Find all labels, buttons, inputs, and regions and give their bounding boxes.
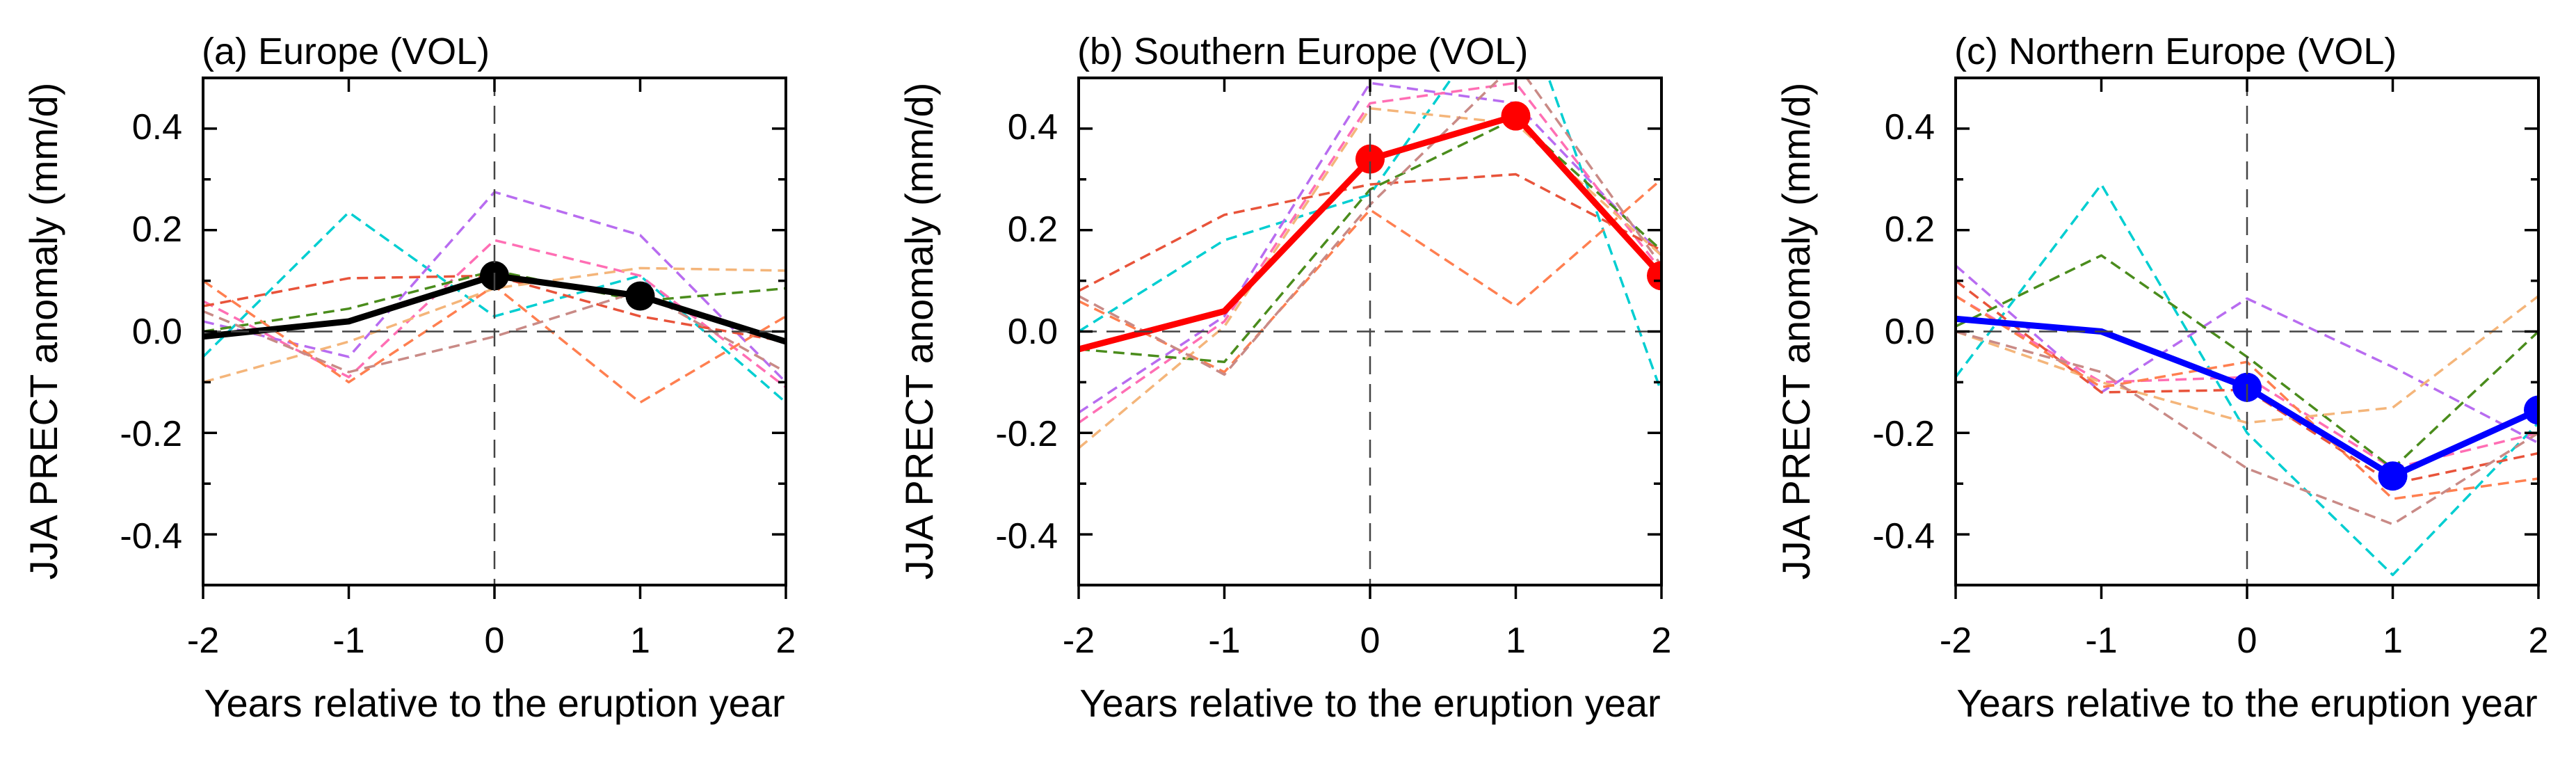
member-line-c-8: [1956, 330, 2538, 526]
x-tick-label: 2: [776, 621, 796, 661]
y-tick-label: 0.0: [132, 312, 182, 352]
member-line-a-8: [203, 289, 786, 374]
member-line-c-4: [1956, 280, 2538, 485]
ticks-c: [1954, 77, 2540, 599]
axes-frame-b: [1077, 77, 1663, 586]
y-tick-label: -0.2: [1872, 414, 1935, 454]
x-tick-labels-a: -2 -1 0 1 2: [187, 621, 796, 661]
y-tick-label: -0.4: [120, 516, 182, 557]
mean-marker-c: [2378, 461, 2408, 491]
x-tick-label: 0: [2237, 621, 2257, 661]
mean-line-c: [1956, 315, 2538, 491]
y-tick-labels-b: 0.4 0.2 0.0 -0.2 -0.4: [995, 107, 1058, 557]
ticks-a: [202, 77, 787, 599]
x-tick-label: 0: [1360, 621, 1380, 661]
x-tick-label: -1: [1208, 621, 1240, 661]
ticks-b: [1077, 77, 1663, 599]
member-line-b-2: [1079, 81, 1661, 414]
mean-marker-c: [2524, 395, 2538, 425]
x-axis-label-b: Years relative to the eruption year: [1079, 681, 1660, 725]
x-tick-label: -2: [1063, 621, 1095, 661]
y-axis-label-b: JJA PRECT anomaly (mm/d): [897, 83, 941, 580]
member-line-c-2: [1956, 264, 2538, 445]
x-tick-label: 2: [2529, 621, 2549, 661]
y-tick-label: 0.0: [1885, 312, 1935, 352]
x-axis-label-c: Years relative to the eruption year: [1956, 681, 2537, 725]
member-line-b-3: [1079, 81, 1661, 424]
member-line-a-4: [203, 274, 786, 343]
x-tick-label: 0: [485, 621, 505, 661]
y-axis-label-c: JJA PRECT anomaly (mm/d): [1774, 83, 1818, 580]
x-tick-label: 1: [1506, 621, 1526, 661]
panel-title-c: (c) Northern Europe (VOL): [1954, 31, 2397, 72]
panel-title-a: (a) Europe (VOL): [202, 31, 490, 72]
x-tick-label: -1: [332, 621, 364, 661]
x-tick-label: -2: [187, 621, 219, 661]
member-line-c-1: [1956, 183, 2538, 577]
member-line-b-1: [1079, 78, 1661, 393]
panel-c: 0.4 0.2 0.0 -0.2 -0.4 -2 -1 0 1 2 (c) No…: [1774, 31, 2549, 725]
mean-marker-a: [625, 281, 655, 311]
y-tick-label: 0.2: [1008, 209, 1058, 250]
x-tick-label: -2: [1940, 621, 1972, 661]
x-tick-label: 2: [1652, 621, 1672, 661]
y-tick-label: 0.0: [1008, 312, 1058, 352]
y-tick-label: -0.4: [1872, 516, 1935, 557]
x-tick-label: -1: [2085, 621, 2117, 661]
x-tick-label: 1: [2383, 621, 2403, 661]
mean-marker-b: [1501, 101, 1531, 131]
panel-b: 0.4 0.2 0.0 -0.2 -0.4 -2 -1 0 1 2 (b) So…: [897, 31, 1672, 725]
axes-frame-c: [1954, 77, 2540, 586]
y-tick-label: -0.2: [995, 414, 1058, 454]
mean-marker-b: [1355, 144, 1385, 174]
y-tick-labels-a: 0.4 0.2 0.0 -0.2 -0.4: [120, 107, 182, 557]
y-tick-label: 0.4: [1008, 107, 1058, 147]
mean-line-b: [1079, 101, 1661, 353]
y-tick-label: 0.4: [1885, 107, 1935, 147]
y-tick-label: 0.2: [132, 209, 182, 250]
y-axis-label-a: JJA PRECT anomaly (mm/d): [22, 83, 65, 580]
panel-title-b: (b) Southern Europe (VOL): [1077, 31, 1528, 72]
y-tick-label: -0.4: [995, 516, 1058, 557]
y-tick-label: -0.2: [120, 414, 182, 454]
x-tick-label: 1: [630, 621, 650, 661]
x-tick-labels-b: -2 -1 0 1 2: [1063, 621, 1672, 661]
panel-a: 0.4 0.2 0.0 -0.2 -0.4 -2 -1 0 1 2 (a) Eu…: [22, 31, 796, 725]
member-line-b-4: [1079, 173, 1661, 292]
mean-marker-b: [1647, 261, 1661, 291]
y-tick-label: 0.4: [132, 107, 182, 147]
x-tick-labels-c: -2 -1 0 1 2: [1940, 621, 2549, 661]
x-axis-label-a: Years relative to the eruption year: [204, 681, 784, 725]
y-tick-label: 0.2: [1885, 209, 1935, 250]
axes-frame-a: [202, 77, 787, 586]
y-tick-labels-c: 0.4 0.2 0.0 -0.2 -0.4: [1872, 107, 1935, 557]
